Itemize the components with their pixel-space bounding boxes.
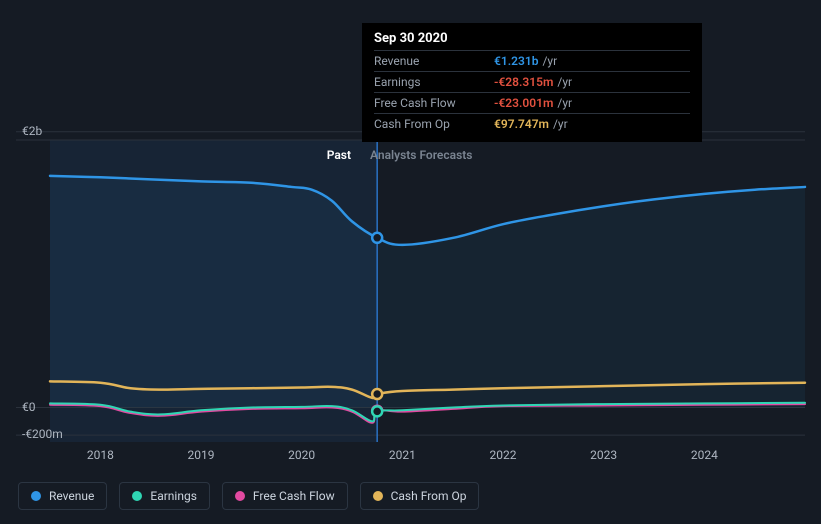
legend-swatch: [235, 491, 245, 501]
tooltip-row-label: Earnings: [374, 75, 494, 89]
tooltip-row: Free Cash Flow-€23.001m/yr: [374, 92, 690, 113]
legend-swatch: [132, 491, 142, 501]
tooltip-row-unit: /yr: [542, 54, 557, 68]
tooltip-row: Cash From Op€97.747m/yr: [374, 113, 690, 134]
tooltip-row-unit: /yr: [557, 75, 572, 89]
tooltip-row-label: Cash From Op: [374, 117, 494, 131]
tooltip-row-unit: /yr: [557, 96, 572, 110]
tooltip-row-value: -€28.315m: [494, 75, 553, 89]
y-axis-label: -€200m: [22, 427, 63, 441]
tooltip-date: Sep 30 2020: [374, 31, 690, 46]
chart-tooltip: Sep 30 2020 Revenue€1.231b/yrEarnings-€2…: [362, 23, 702, 142]
y-axis-label: €0: [22, 400, 36, 414]
tooltip-row-label: Revenue: [374, 54, 494, 68]
x-axis-label: 2018: [87, 448, 114, 462]
x-axis-label: 2023: [590, 448, 617, 462]
x-axis-label: 2021: [389, 448, 416, 462]
legend-label: Cash From Op: [391, 489, 467, 503]
tooltip-row: Revenue€1.231b/yr: [374, 50, 690, 71]
legend-item-revenue[interactable]: Revenue: [18, 482, 107, 510]
tooltip-row: Earnings-€28.315m/yr: [374, 71, 690, 92]
legend-label: Earnings: [150, 489, 197, 503]
legend-swatch: [373, 491, 383, 501]
past-section-label: Past: [327, 148, 351, 162]
x-axis-label: 2020: [288, 448, 315, 462]
tooltip-row-label: Free Cash Flow: [374, 96, 494, 110]
legend-label: Revenue: [49, 489, 94, 503]
legend-item-cash-from-op[interactable]: Cash From Op: [360, 482, 480, 510]
x-axis-label: 2022: [490, 448, 517, 462]
legend-item-earnings[interactable]: Earnings: [119, 482, 210, 510]
legend-label: Free Cash Flow: [253, 489, 335, 503]
legend-item-free-cash-flow[interactable]: Free Cash Flow: [222, 482, 348, 510]
x-axis-label: 2024: [691, 448, 718, 462]
y-axis-label: €2b: [22, 124, 42, 138]
tooltip-row-unit: /yr: [553, 117, 568, 131]
tooltip-row-value: €97.747m: [494, 117, 549, 131]
tooltip-row-value: €1.231b: [494, 54, 538, 68]
legend-swatch: [31, 491, 41, 501]
x-axis-label: 2019: [188, 448, 215, 462]
tooltip-row-value: -€23.001m: [494, 96, 553, 110]
chart-legend: Revenue Earnings Free Cash Flow Cash From O…: [18, 482, 479, 510]
forecasts-section-label: Analysts Forecasts: [370, 148, 472, 162]
financial-chart: Past Analysts Forecasts Sep 30 2020 Reve…: [0, 0, 821, 524]
